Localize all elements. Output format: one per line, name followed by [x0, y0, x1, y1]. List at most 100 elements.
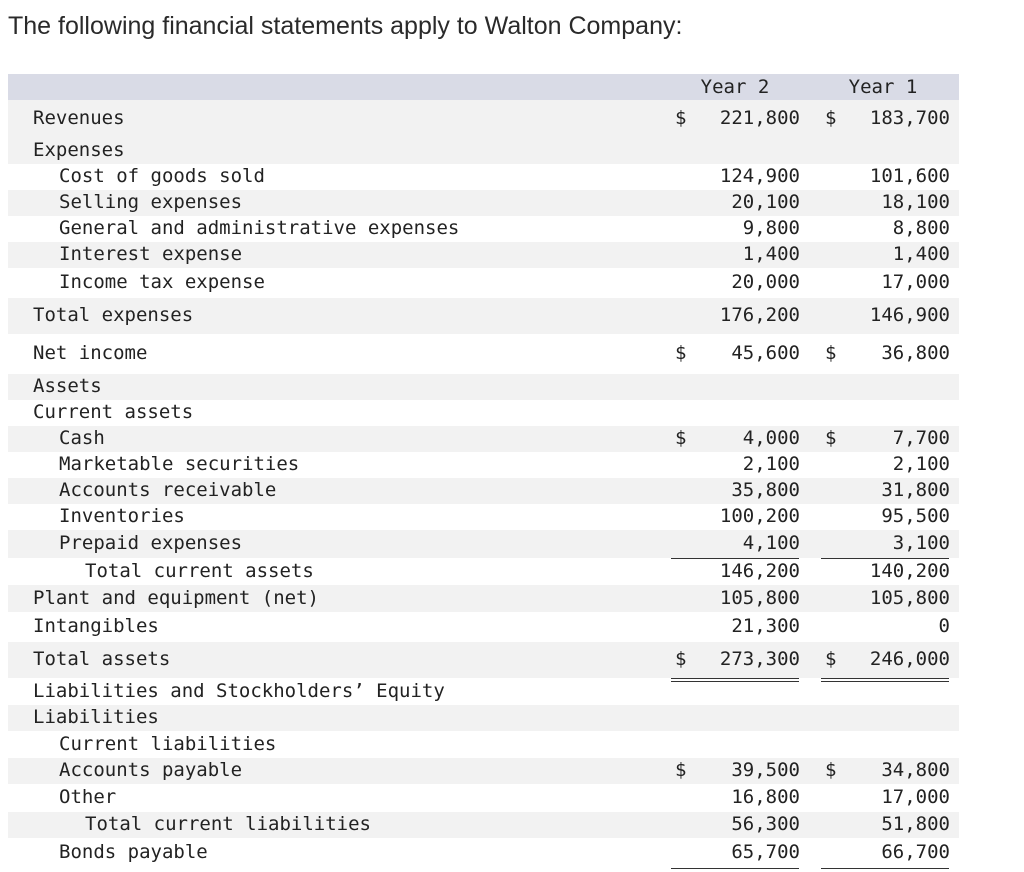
table-row: Revenues $221,800 $183,700: [8, 100, 959, 138]
amount: 176,200: [719, 304, 800, 326]
table-row: Other 16,800 17,000: [8, 784, 959, 813]
amount: 34,800: [881, 759, 950, 781]
year2-value: 2,100: [671, 452, 800, 478]
amount: 1,400: [892, 243, 950, 265]
year2-value: $45,600: [671, 334, 800, 375]
table-row: Expenses: [8, 138, 959, 164]
row-label: Other: [59, 786, 117, 808]
year1-value: 3,100: [821, 530, 950, 559]
amount: 146,200: [719, 560, 800, 582]
table-row: Total assets $273,300 $246,000: [8, 642, 959, 682]
row-label: Income tax expense: [59, 271, 265, 293]
year2-value: $39,500: [671, 758, 800, 784]
year1-value: $183,700: [821, 100, 950, 138]
header-year2: Year 2: [700, 76, 770, 98]
currency-symbol: $: [825, 427, 837, 449]
year2-value: 4,100: [671, 530, 800, 559]
amount: 4,100: [742, 532, 800, 554]
amount: 2,100: [742, 453, 800, 475]
table-row: Interest expense 1,400 1,400: [8, 242, 959, 268]
row-label: Plant and equipment (net): [33, 587, 319, 609]
amount: 21,300: [731, 615, 800, 637]
row-label: Assets: [33, 375, 102, 397]
amount: 221,800: [719, 107, 800, 129]
amount: 45,600: [731, 342, 800, 364]
currency-symbol: $: [825, 759, 837, 781]
year1-value: 8,800: [821, 216, 950, 242]
row-label: Accounts payable: [59, 759, 243, 781]
currency-symbol: $: [825, 648, 837, 670]
row-label: Liabilities: [33, 706, 159, 728]
amount: 0: [938, 615, 950, 637]
row-label: Prepaid expenses: [59, 532, 243, 554]
amount: 65,700: [731, 841, 800, 863]
table-row: Inventories 100,200 95,500: [8, 504, 959, 530]
table-row: Cost of goods sold 124,900 101,600: [8, 164, 959, 190]
amount: 36,800: [881, 342, 950, 364]
amount: 100,200: [719, 505, 800, 527]
table-row: Selling expenses 20,100 18,100: [8, 190, 959, 216]
year1-value: 31,800: [821, 478, 950, 504]
row-label: Marketable securities: [59, 453, 300, 475]
row-label: Intangibles: [33, 615, 159, 637]
amount: 105,800: [719, 587, 800, 609]
financial-statement-table: Year 2 Year 1 Revenues $221,800 $183,700 Ex…: [8, 74, 959, 869]
header-year1: Year 1: [848, 76, 918, 98]
currency-symbol: $: [675, 759, 687, 781]
amount: 105,800: [869, 587, 950, 609]
currency-symbol: $: [675, 342, 687, 364]
currency-symbol: $: [675, 107, 687, 129]
amount: 20,100: [731, 191, 800, 213]
amount: 124,900: [719, 165, 800, 187]
amount: 56,300: [731, 813, 800, 835]
amount: 4,000: [742, 427, 800, 449]
amount: 51,800: [881, 813, 950, 835]
row-label: Cash: [59, 427, 105, 449]
year2-value: 1,400: [671, 242, 800, 268]
year2-value: 56,300: [671, 812, 800, 838]
year2-value: $273,300: [671, 642, 800, 682]
amount: 35,800: [731, 479, 800, 501]
table-row: Intangibles 21,300 0: [8, 612, 959, 643]
row-label: Net income: [33, 342, 148, 364]
currency-symbol: $: [675, 427, 687, 449]
year2-value: 105,800: [671, 585, 800, 612]
year1-value: 17,000: [821, 784, 950, 813]
amount: 7,700: [892, 427, 950, 449]
table-row: Current assets: [8, 400, 959, 426]
year2-value: 20,100: [671, 190, 800, 216]
amount: 18,100: [881, 191, 950, 213]
year1-value: $7,700: [821, 426, 950, 452]
amount: 246,000: [869, 648, 950, 670]
year2-value: 124,900: [671, 164, 800, 190]
year2-value: 35,800: [671, 478, 800, 504]
row-label: Current assets: [33, 401, 194, 423]
year2-value: 20,000: [671, 268, 800, 299]
table-row: Accounts payable $39,500 $34,800: [8, 758, 959, 784]
year1-value: $34,800: [821, 758, 950, 784]
currency-symbol: $: [675, 648, 687, 670]
amount: 273,300: [719, 648, 800, 670]
year1-value: 101,600: [821, 164, 950, 190]
year2-value: $221,800: [671, 100, 800, 138]
amount: 101,600: [869, 165, 950, 187]
row-label: Bonds payable: [59, 841, 208, 863]
amount: 39,500: [731, 759, 800, 781]
year1-value: 51,800: [821, 812, 950, 838]
table-row: Income tax expense 20,000 17,000: [8, 268, 959, 299]
amount: 183,700: [869, 107, 950, 129]
amount: 1,400: [742, 243, 800, 265]
row-label: Expenses: [33, 139, 125, 161]
intro-text: The following financial statements apply…: [8, 12, 683, 40]
amount: 3,100: [892, 532, 950, 554]
table-row: Plant and equipment (net) 105,800 105,800: [8, 585, 959, 612]
row-label: General and administrative expenses: [59, 217, 460, 239]
year1-value: 95,500: [821, 504, 950, 530]
table-row: Liabilities: [8, 705, 959, 731]
amount: 146,900: [869, 304, 950, 326]
row-label: Interest expense: [59, 243, 243, 265]
amount: 95,500: [881, 505, 950, 527]
year1-value: 17,000: [821, 268, 950, 299]
table-row: Current liabilities: [8, 731, 959, 758]
row-label: Cost of goods sold: [59, 165, 265, 187]
